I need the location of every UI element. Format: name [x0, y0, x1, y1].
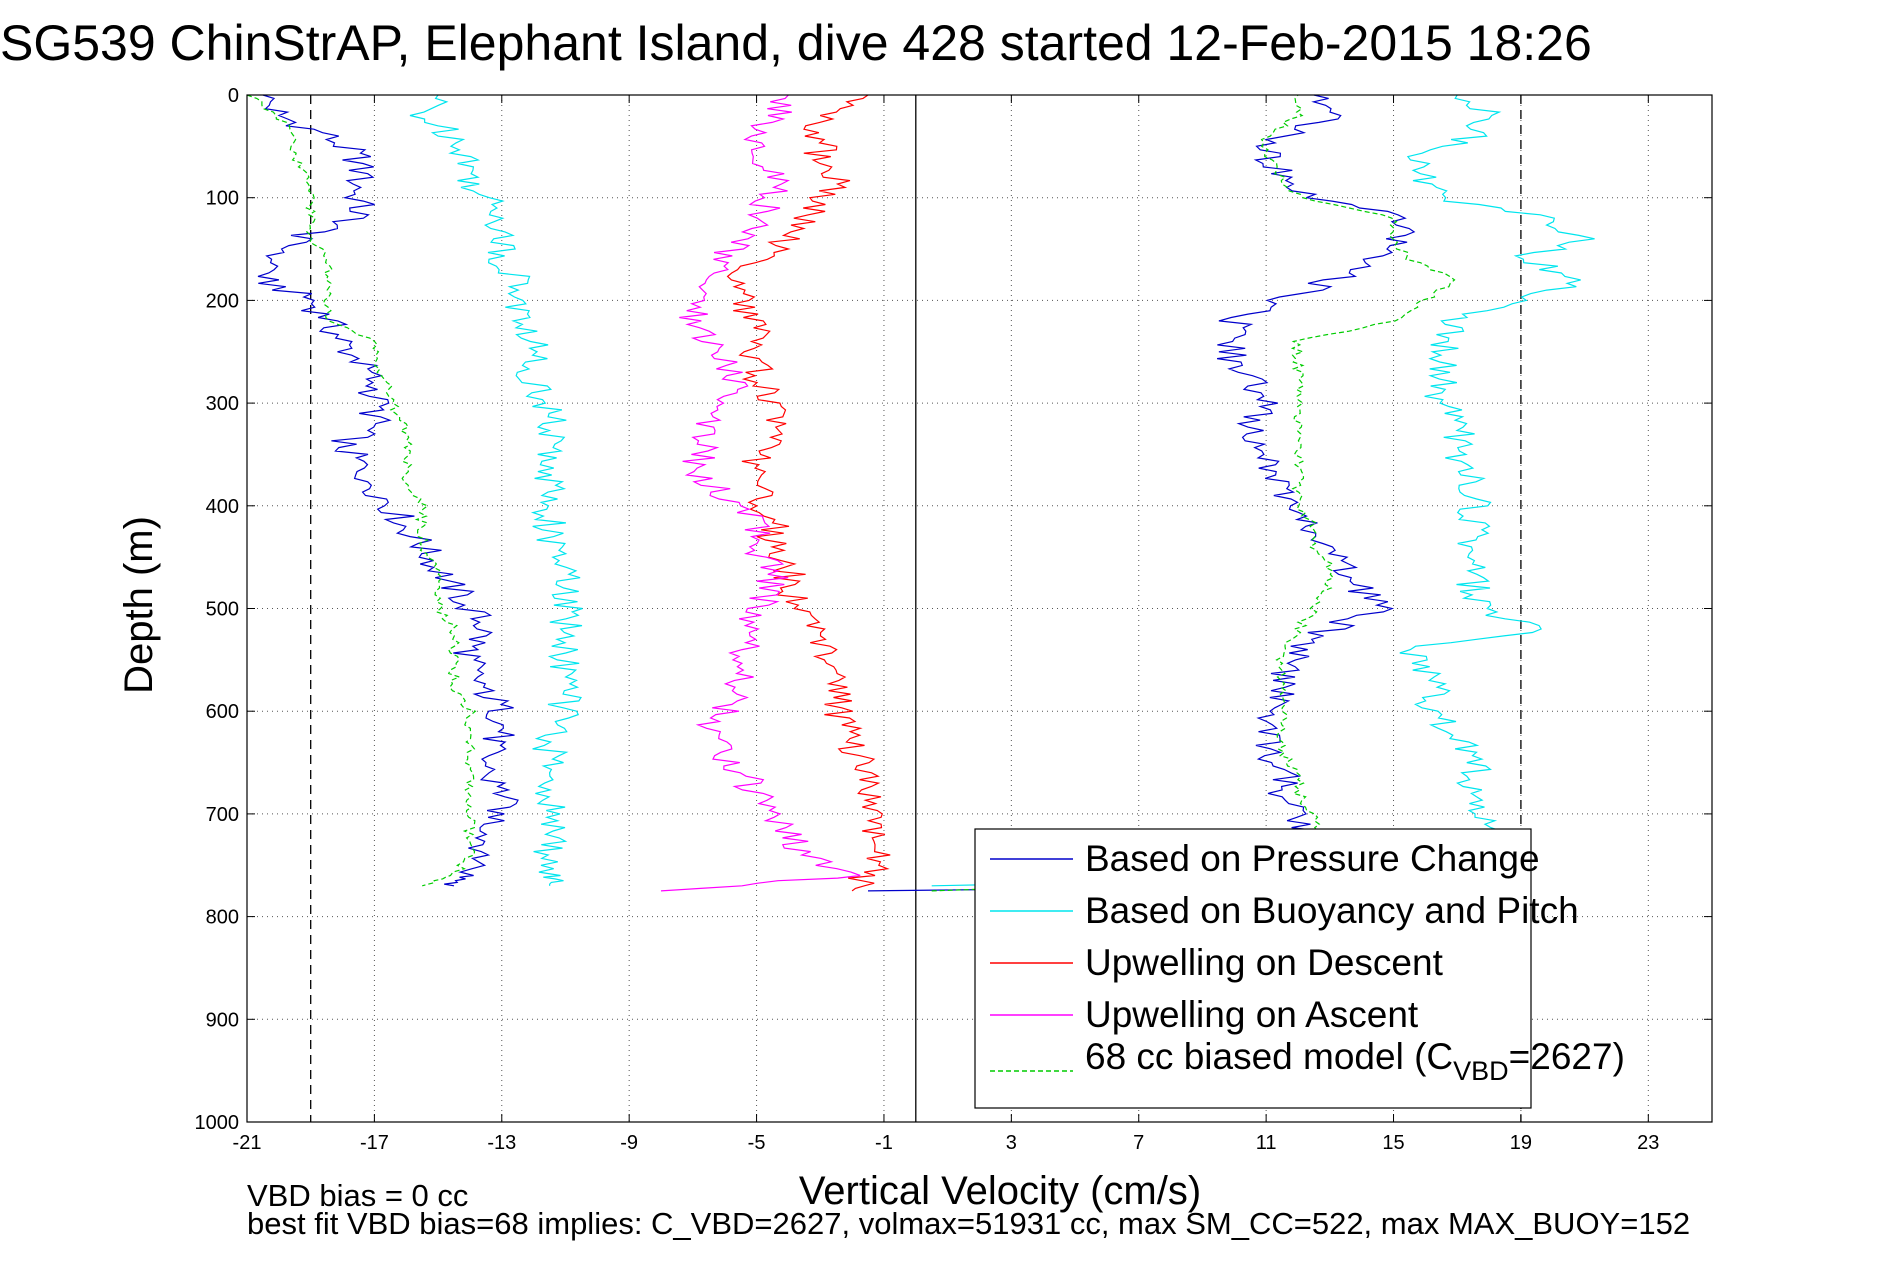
y-tick-label: 1000	[195, 1112, 240, 1134]
series-line-1-0	[409, 94, 583, 886]
y-axis: 0 100 200 300 400 500 600 700 800 900 1000	[195, 85, 1712, 1134]
x-tick-label: 23	[1637, 1132, 1659, 1154]
series-line-4-0	[246, 94, 477, 887]
x-axis-title: Vertical Velocity (cm/s)	[799, 1169, 1201, 1213]
legend-label: 68 cc biased model (CVBD=2627)	[1085, 1036, 1625, 1086]
legend-label: Upwelling on Descent	[1085, 942, 1444, 983]
y-tick-label: 700	[206, 804, 239, 826]
series-line-2-0	[726, 94, 891, 892]
x-tick-label: -13	[487, 1132, 516, 1154]
legend: Based on Pressure Change Based on Buoyanc…	[974, 828, 1625, 1109]
y-tick-label: 900	[206, 1009, 239, 1031]
y-tick-label: 0	[228, 85, 239, 107]
x-tick-label: -5	[748, 1132, 766, 1154]
series-line-4-1	[931, 94, 1456, 892]
x-tick-label: -17	[360, 1132, 389, 1154]
series-line-3-0	[660, 94, 861, 892]
y-tick-label: 400	[206, 496, 239, 518]
y-tick-label: 200	[206, 290, 239, 312]
legend-box	[974, 828, 1532, 1109]
legend-label: Based on Pressure Change	[1085, 838, 1540, 879]
x-tick-label: -9	[620, 1132, 638, 1154]
x-tick-label: -1	[875, 1132, 893, 1154]
y-tick-label: 500	[206, 599, 239, 621]
y-tick-label: 600	[206, 701, 239, 723]
series-layer	[246, 94, 1595, 892]
series-line-1-1	[931, 94, 1595, 887]
x-tick-label: 15	[1382, 1132, 1404, 1154]
x-tick-label: -21	[233, 1132, 262, 1154]
y-tick-label: 300	[206, 393, 239, 415]
x-axis: -21 -17 -13 -9 -5 -1 3 7 11 15 19 23	[233, 95, 1659, 1154]
y-axis-title: Depth (m)	[117, 516, 161, 694]
x-tick-label: 3	[1006, 1132, 1017, 1154]
x-tick-label: 19	[1510, 1132, 1532, 1154]
y-tick-label: 800	[206, 907, 239, 929]
vbd-bias-annotation: VBD bias = 0 cc	[247, 1178, 468, 1213]
chart-title: SG539 ChinStrAP, Elephant Island, dive 4…	[0, 15, 1592, 71]
series-line-0-0	[257, 94, 519, 887]
legend-label: Based on Buoyancy and Pitch	[1085, 890, 1579, 931]
y-tick-label: 100	[206, 188, 239, 210]
best-fit-annotation: best fit VBD bias=68 implies: C_VBD=2627…	[247, 1206, 1690, 1241]
series-line-0-1	[867, 94, 1416, 892]
x-tick-label: 11	[1256, 1132, 1277, 1154]
legend-label: Upwelling on Ascent	[1085, 994, 1419, 1035]
x-tick-label: 7	[1133, 1132, 1144, 1154]
